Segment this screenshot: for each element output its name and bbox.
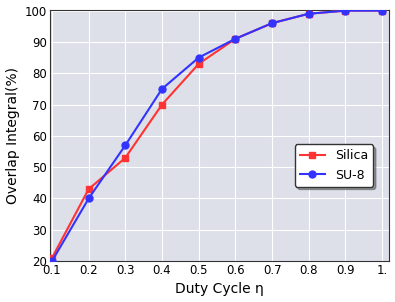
Silica xyxy=(50,256,55,260)
SU-8 xyxy=(86,197,91,200)
SU-8 xyxy=(380,9,384,12)
SU-8 xyxy=(343,9,348,12)
Silica xyxy=(233,37,238,40)
Silica xyxy=(307,12,311,16)
SU-8 xyxy=(270,21,275,25)
Silica xyxy=(123,156,128,159)
Silica xyxy=(160,103,164,106)
SU-8 xyxy=(160,87,164,91)
SU-8 xyxy=(196,56,201,59)
SU-8 xyxy=(307,12,311,16)
Line: SU-8: SU-8 xyxy=(49,7,386,265)
SU-8 xyxy=(123,143,128,147)
SU-8 xyxy=(50,259,55,263)
Silica xyxy=(343,9,348,12)
X-axis label: Duty Cycle η: Duty Cycle η xyxy=(175,282,264,297)
Silica xyxy=(380,9,384,12)
Silica xyxy=(270,21,275,25)
Silica xyxy=(196,62,201,66)
Silica xyxy=(86,187,91,191)
SU-8 xyxy=(233,37,238,40)
Legend: Silica, SU-8: Silica, SU-8 xyxy=(295,144,373,187)
Y-axis label: Overlap Integral(%): Overlap Integral(%) xyxy=(6,67,20,204)
Line: Silica: Silica xyxy=(49,7,386,262)
